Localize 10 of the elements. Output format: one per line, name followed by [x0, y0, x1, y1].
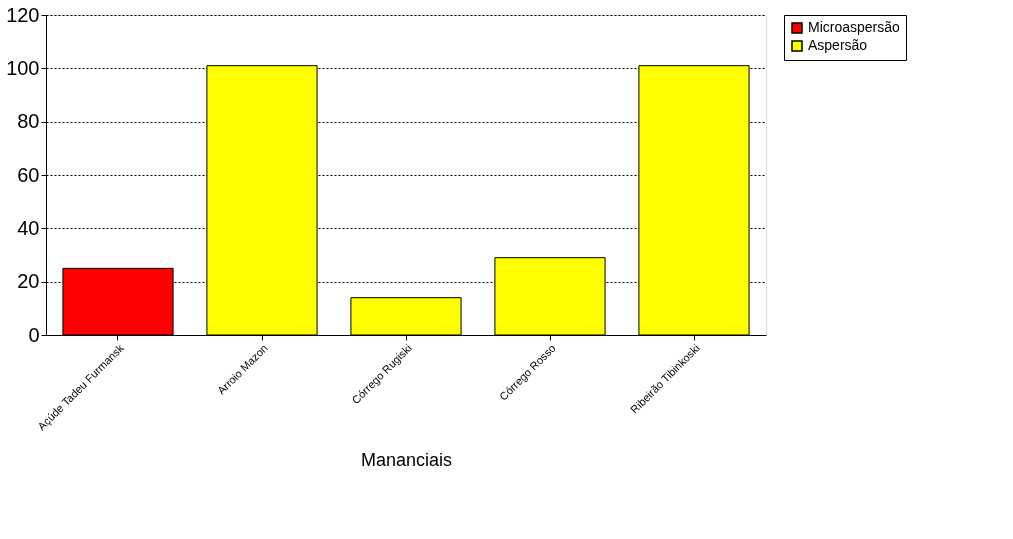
y-tick-label: 20 [17, 270, 40, 293]
y-tick-label: 0 [28, 323, 40, 346]
x-axis-title: Mananciais [360, 450, 453, 471]
y-tick-label: 40 [17, 216, 40, 239]
legend-label: Aspersão [808, 37, 868, 53]
legend-label: Microaspersão [808, 19, 901, 35]
y-tick-label: 100 [6, 56, 40, 79]
y-tick-label: 60 [17, 163, 40, 186]
y-tick-label: 80 [17, 110, 40, 133]
y-tick-label: 120 [6, 3, 40, 26]
